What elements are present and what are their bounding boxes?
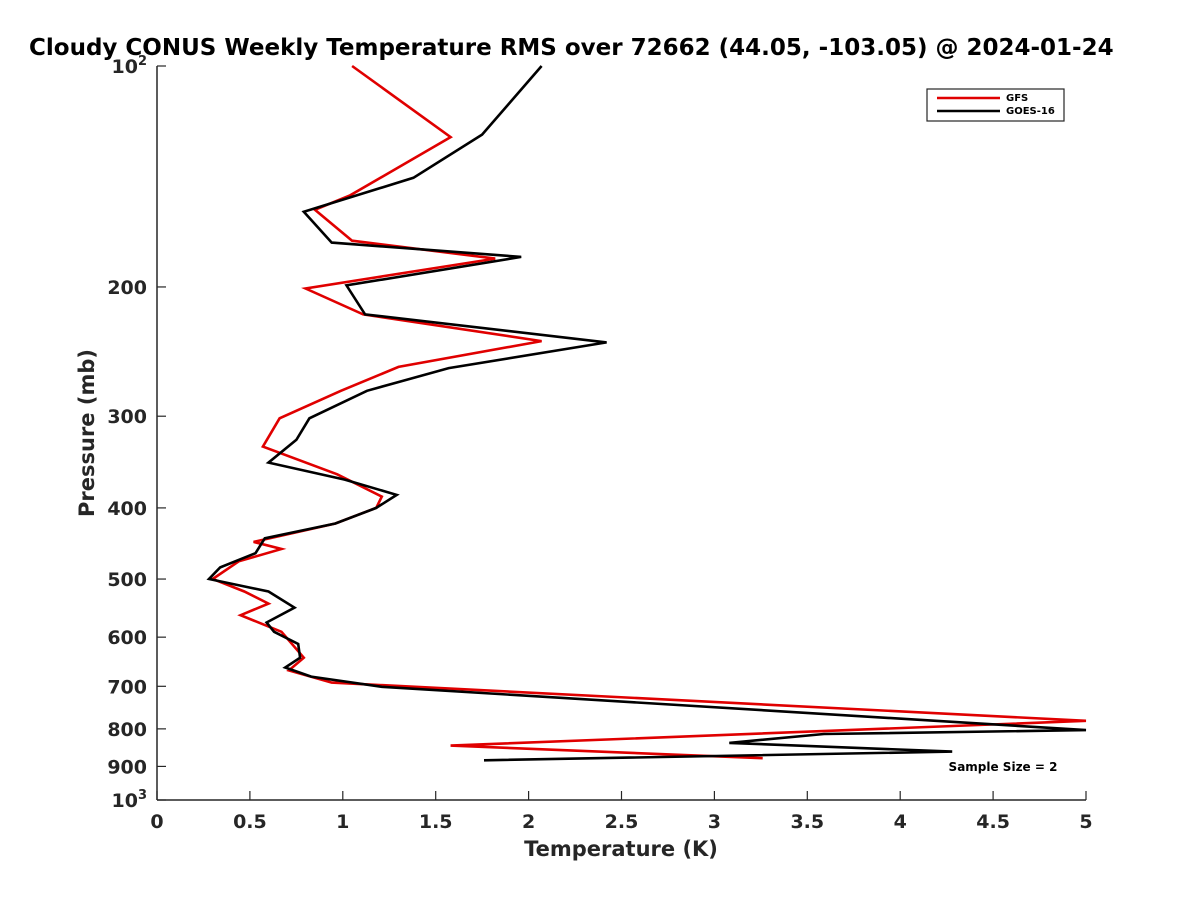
y-tick-label: 400 (107, 498, 147, 520)
series-layer (206, 64, 1087, 762)
x-tick-label: 4 (894, 811, 907, 833)
y-tick-label: 800 (107, 719, 147, 741)
x-tick-label: 4.5 (976, 811, 1010, 833)
x-tick-label: 0.5 (233, 811, 267, 833)
legend-label-goes: GOES-16 (1006, 106, 1055, 117)
y-tick-label: 600 (107, 627, 147, 649)
x-tick-label: 3 (708, 811, 721, 833)
series-line-gfs (209, 64, 1087, 760)
plot-area: 0 0.5 1 1.5 2 2.5 3 3.5 4 4.5 5 102 200 300 400 500 600… (107, 54, 1092, 833)
y-tick-label: 200 (107, 277, 147, 299)
x-tick-label: 5 (1079, 811, 1092, 833)
x-tick-label: 3.5 (790, 811, 824, 833)
x-axis-label: Temperature (K) (524, 837, 718, 861)
y-tick-label: 700 (107, 676, 147, 698)
y-tick-label: 500 (107, 569, 147, 591)
x-tick-label: 1 (336, 811, 349, 833)
sample-size-annotation: Sample Size = 2 (949, 760, 1058, 774)
x-tick-label: 2 (522, 811, 535, 833)
y-tick-label: 900 (107, 756, 147, 778)
x-tick-label: 2.5 (605, 811, 639, 833)
x-axis-ticks: 0 0.5 1 1.5 2 2.5 3 3.5 4 4.5 5 (150, 791, 1093, 833)
legend-label-gfs: GFS (1006, 93, 1028, 104)
chart-title: Cloudy CONUS Weekly Temperature RMS over… (29, 35, 1114, 61)
legend: GFS GOES-16 (926, 88, 1065, 122)
legend-box (926, 88, 1065, 122)
y-tick-label: 102 (112, 54, 148, 78)
y-axis-label: Pressure (mb) (75, 349, 99, 517)
y-tick-label: 300 (107, 406, 147, 428)
series-line-goes-16 (206, 65, 1087, 762)
x-tick-label: 1.5 (419, 811, 453, 833)
y-tick-label: 103 (112, 788, 148, 812)
x-tick-label: 0 (150, 811, 163, 833)
y-axis-ticks: 102 200 300 400 500 600 700 800 900 103 (107, 54, 166, 812)
